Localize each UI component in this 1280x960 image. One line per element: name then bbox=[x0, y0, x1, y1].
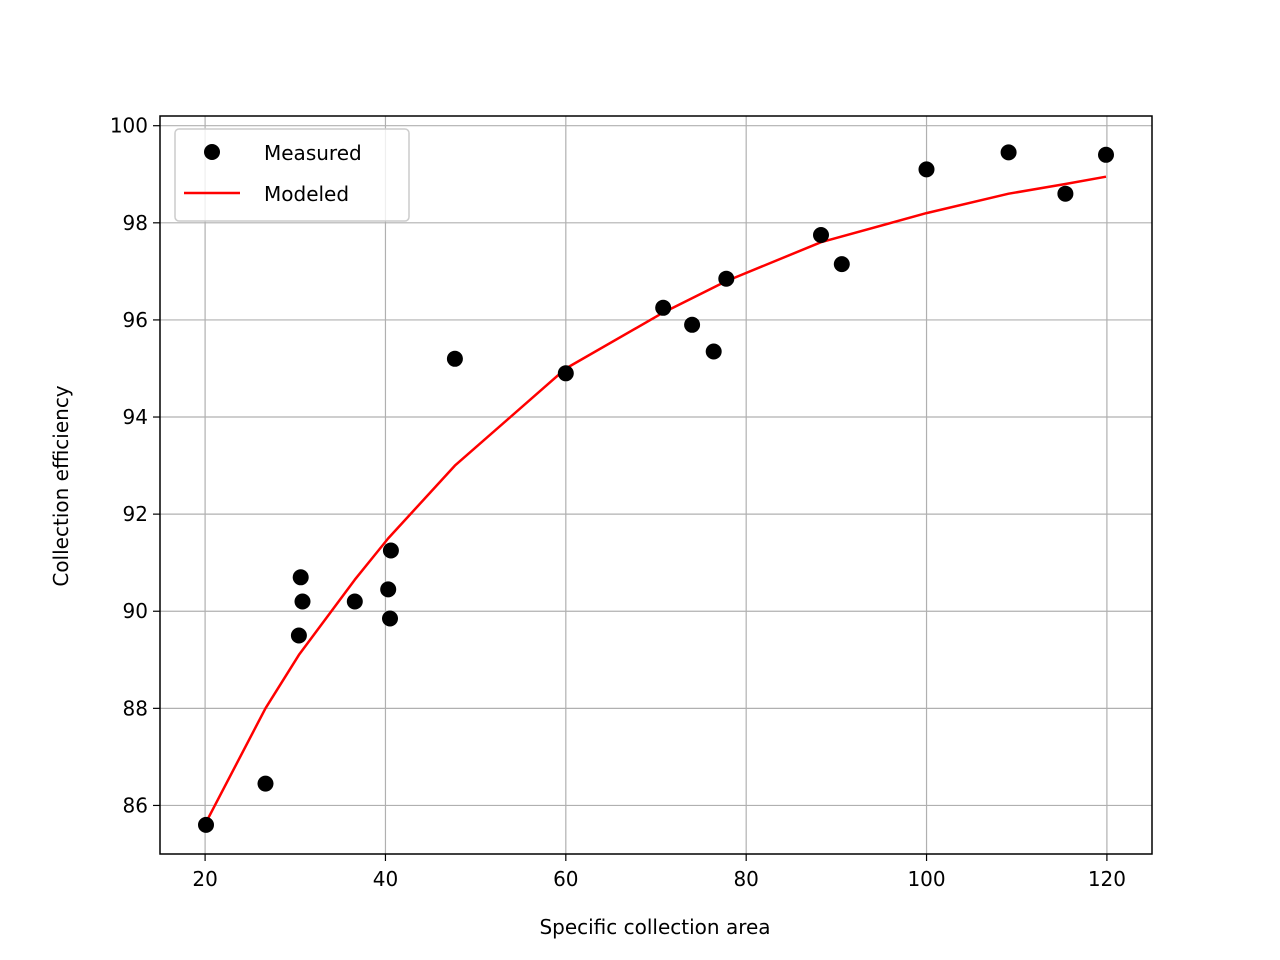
modeled-series bbox=[204, 175, 1107, 823]
measured-point bbox=[655, 299, 672, 316]
y-tick-label: 92 bbox=[123, 502, 148, 526]
measured-point bbox=[290, 627, 307, 644]
measured-point bbox=[1000, 144, 1017, 161]
axis-ticks: 20 40 60 80 100 120 86 88 90 92 94 96 98 100 bbox=[110, 114, 1126, 891]
x-tick-label: 60 bbox=[553, 867, 578, 891]
measured-point bbox=[380, 581, 397, 598]
legend-modeled-label: Modeled bbox=[264, 182, 349, 206]
x-tick-label: 40 bbox=[373, 867, 398, 891]
measured-point bbox=[833, 256, 850, 273]
measured-point bbox=[446, 350, 463, 367]
measured-point bbox=[1098, 146, 1114, 163]
grid bbox=[160, 116, 1152, 854]
x-axis-label: Specific collection area bbox=[539, 915, 770, 939]
x-tick-label: 80 bbox=[733, 867, 758, 891]
y-tick-label: 90 bbox=[123, 599, 148, 623]
y-tick-label: 100 bbox=[110, 114, 148, 138]
y-axis-label: Collection efficiency bbox=[49, 385, 73, 586]
y-tick-label: 98 bbox=[123, 211, 148, 235]
y-tick-label: 86 bbox=[123, 793, 148, 817]
legend: Measured Modeled bbox=[174, 128, 410, 222]
measured-point bbox=[198, 816, 214, 833]
x-tick-label: 120 bbox=[1088, 867, 1126, 891]
measured-point bbox=[684, 316, 701, 333]
measured-point bbox=[257, 775, 274, 792]
measured-point bbox=[382, 542, 399, 559]
legend-measured-label: Measured bbox=[264, 141, 362, 165]
measured-point bbox=[557, 365, 574, 382]
measured-point bbox=[918, 161, 935, 178]
measured-series bbox=[198, 144, 1114, 833]
measured-point bbox=[294, 593, 311, 610]
x-tick-label: 100 bbox=[907, 867, 945, 891]
y-tick-label: 96 bbox=[123, 308, 148, 332]
measured-point bbox=[382, 610, 398, 627]
measured-point bbox=[1057, 185, 1074, 202]
measured-point bbox=[813, 227, 829, 243]
plot-area-frame bbox=[159, 115, 1153, 855]
modeled-line bbox=[204, 175, 1107, 823]
measured-point bbox=[346, 593, 363, 610]
measured-point bbox=[292, 569, 309, 586]
measured-point bbox=[705, 343, 722, 360]
x-tick-label: 20 bbox=[192, 867, 217, 891]
y-tick-label: 88 bbox=[123, 696, 148, 720]
legend-box bbox=[174, 128, 410, 222]
legend-measured-marker bbox=[204, 144, 220, 160]
y-tick-label: 94 bbox=[123, 405, 148, 429]
measured-point bbox=[718, 270, 735, 287]
